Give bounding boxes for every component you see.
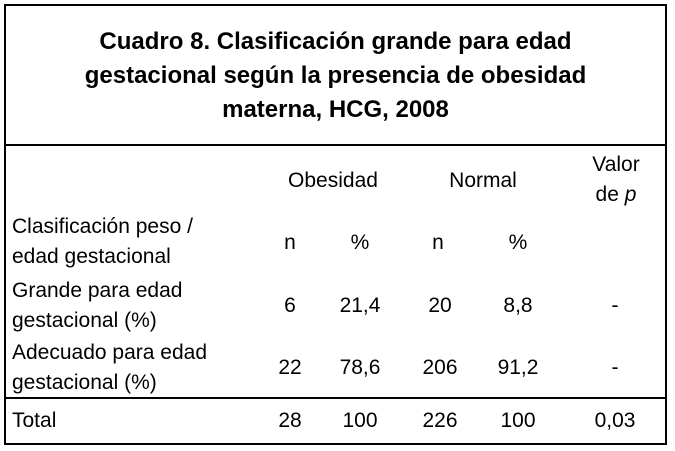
row-1-n-obesidad: 6 (284, 294, 296, 317)
subheader-pct-obesidad: % (350, 231, 370, 254)
total-divider (4, 397, 667, 399)
row-2-n-normal: 206 (422, 356, 458, 379)
row-1-pct-normal: 8,8 (503, 294, 533, 317)
header-valor-line-1: Valor (592, 153, 640, 176)
row-2-n-obesidad: 22 (278, 356, 302, 379)
row-2-valor-p: - (611, 356, 619, 379)
total-label: Total (12, 409, 57, 432)
subheader-label-line-1: Clasificación peso / (12, 215, 193, 238)
row-1-valor-p: - (611, 294, 619, 317)
row-1-n-normal: 20 (428, 294, 452, 317)
total-n-normal: 226 (422, 409, 458, 432)
subheader-pct-normal: % (508, 231, 528, 254)
table-frame (4, 4, 667, 445)
table-title: Cuadro 8. Clasificación grande para edad… (4, 6, 667, 146)
header-valor-p: p (624, 183, 637, 206)
header-obesidad: Obesidad (288, 169, 378, 192)
header-valor-de: de (595, 183, 625, 206)
total-valor-p: 0,03 (594, 409, 636, 432)
total-pct-normal: 100 (500, 409, 536, 432)
row-1-label-line-1: Grande para edad (12, 279, 183, 302)
title-line-1: Cuadro 8. Clasificación grande para edad (99, 28, 572, 55)
row-1-pct-obesidad: 21,4 (339, 294, 381, 317)
total-pct-obesidad: 100 (342, 409, 378, 432)
subheader-n-obesidad: n (284, 231, 296, 254)
title-line-3: materna, HCG, 2008 (222, 96, 449, 123)
header-normal: Normal (449, 169, 517, 192)
title-line-2: gestacional según la presencia de obesid… (84, 62, 587, 89)
title-divider (4, 144, 667, 146)
row-2-pct-obesidad: 78,6 (339, 356, 381, 379)
subheader-label-line-2: edad gestacional (12, 245, 171, 268)
header-valor-line-2: de p (570, 180, 662, 210)
row-2-label-line-1: Adecuado para edad (12, 341, 207, 364)
row-1-label-line-2: gestacional (%) (12, 309, 157, 332)
subheader-n-normal: n (432, 231, 444, 254)
row-2-label-line-2: gestacional (%) (12, 371, 157, 394)
total-n-obesidad: 28 (278, 409, 302, 432)
row-2-pct-normal: 91,2 (497, 356, 539, 379)
